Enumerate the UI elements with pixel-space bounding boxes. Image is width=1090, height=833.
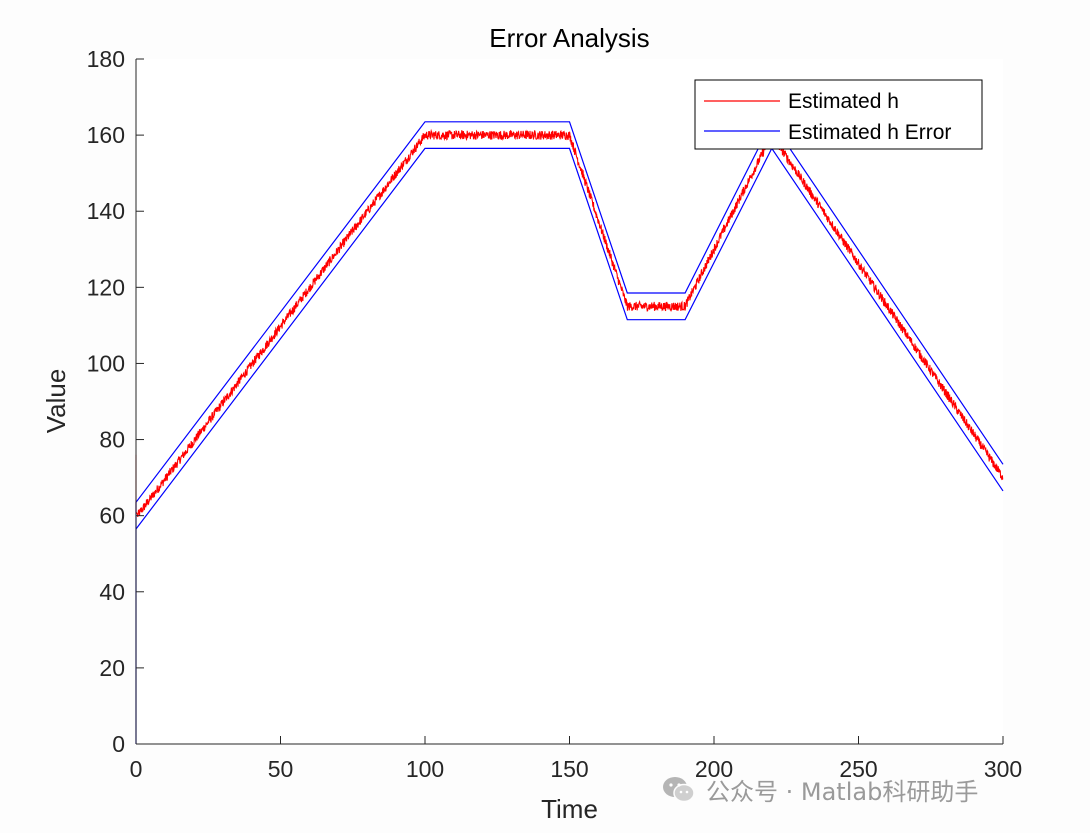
- legend-label-estimated-h: Estimated h: [788, 90, 899, 113]
- legend: Estimated h Estimated h Error: [694, 79, 983, 150]
- x-tick-label: 0: [130, 756, 143, 782]
- y-tick-label: 80: [99, 427, 125, 453]
- x-tick-label: 300: [984, 756, 1022, 782]
- wechat-icon: [663, 776, 695, 802]
- watermark: 公众号 · Matlab科研助手: [662, 772, 978, 807]
- x-tick-label: 200: [695, 756, 733, 782]
- y-tick-label: 100: [87, 350, 125, 376]
- x-tick-label: 100: [406, 756, 444, 782]
- plot-area: [136, 59, 1003, 744]
- series-estimated-h-error-upper: [135, 120, 1004, 744]
- watermark-text: 公众号 · Matlab科研助手: [706, 778, 979, 806]
- y-tick-label: 160: [87, 122, 125, 148]
- x-tick-label: 250: [839, 756, 877, 782]
- y-tick-label: 120: [87, 274, 125, 300]
- axes: 0 50 100 150 200 250 300 0 20 40 60 80 100 120 140 160 1…: [87, 46, 1023, 782]
- legend-label-estimated-h-error: Estimated h Error: [788, 121, 951, 144]
- y-tick-label: 0: [112, 731, 125, 757]
- y-tick-label: 60: [99, 503, 125, 529]
- x-tick-label: 50: [268, 756, 294, 782]
- x-axis-label: Time: [541, 794, 598, 824]
- y-tick-label: 20: [99, 655, 125, 681]
- y-tick-label: 40: [99, 579, 125, 605]
- y-tick-label: 140: [87, 198, 125, 224]
- y-axis-label: Value: [41, 369, 71, 434]
- x-tick-label: 150: [550, 756, 588, 782]
- legend-box: [694, 79, 983, 150]
- chart-title: Error Analysis: [489, 23, 649, 53]
- series-estimated-h: [135, 128, 1004, 518]
- y-tick-label: 180: [87, 46, 125, 72]
